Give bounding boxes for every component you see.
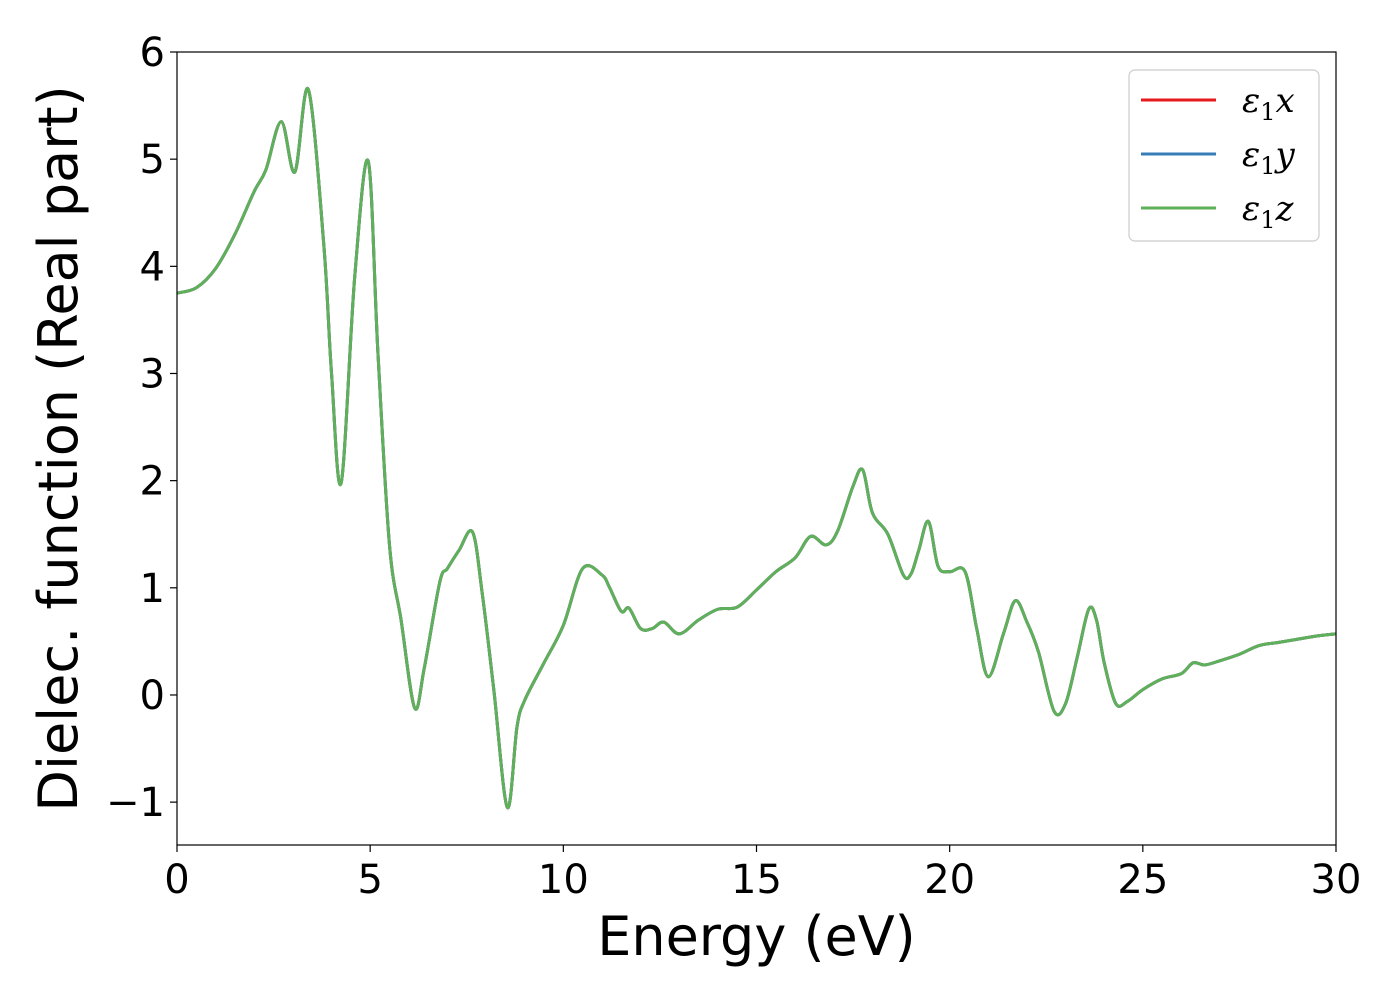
legend-subscript: 1	[1260, 152, 1275, 180]
x-tick-label: 15	[731, 857, 782, 903]
legend-subscript: 1	[1260, 206, 1275, 234]
legend-label-x: ε1x	[1242, 81, 1295, 126]
x-tick-label: 0	[164, 857, 189, 903]
x-tick-label: 25	[1117, 857, 1168, 903]
axes-layer: 0 5 10 15 20 25 30 −1 0 1 2 3 4 5 6	[106, 30, 1361, 903]
y-tick-label: 4	[140, 244, 165, 290]
series-line-z	[177, 87, 1336, 810]
x-tick-label: 30	[1311, 857, 1362, 903]
y-tick-label: 2	[140, 459, 165, 505]
legend-variable: z	[1275, 189, 1295, 229]
y-tick-label: 1	[140, 566, 165, 612]
y-tick-label: 5	[140, 137, 165, 183]
legend-label-z: ε1z	[1242, 189, 1295, 234]
y-tick-label: −1	[106, 780, 165, 826]
legend-symbol: ε	[1242, 189, 1260, 229]
y-tick-label: 3	[140, 351, 165, 397]
legend-label-y: ε1y	[1242, 135, 1296, 180]
x-tick-label: 20	[924, 857, 975, 903]
legend-symbol: ε	[1242, 135, 1260, 175]
y-tick-label: 0	[140, 673, 165, 719]
legend-variable: y	[1274, 135, 1296, 175]
x-tick-label: 5	[357, 857, 382, 903]
y-axis-title: Dielec. function (Real part)	[27, 85, 90, 811]
series-layer	[177, 87, 1336, 810]
x-tick-label: 10	[538, 857, 589, 903]
x-axis-title: Energy (eV)	[597, 905, 916, 968]
legend-subscript: 1	[1260, 98, 1275, 126]
legend-variable: x	[1276, 81, 1295, 121]
legend-symbol: ε	[1242, 81, 1260, 121]
y-tick-label: 6	[140, 30, 165, 76]
legend-box	[1128, 69, 1320, 242]
